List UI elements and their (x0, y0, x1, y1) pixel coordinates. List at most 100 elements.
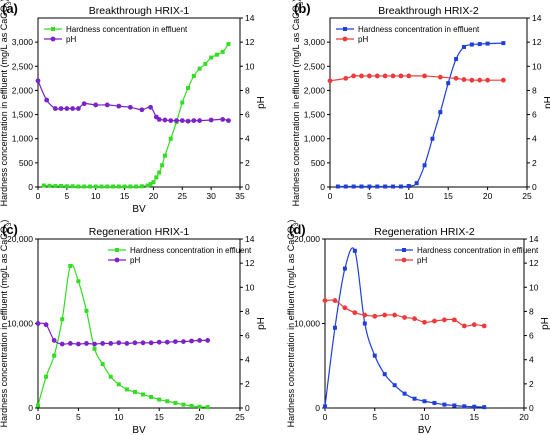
data-point (104, 102, 110, 108)
data-point (367, 184, 372, 189)
data-point (44, 97, 50, 103)
data-point (70, 184, 75, 189)
data-point (398, 184, 403, 189)
x-tick-label: 30 (206, 191, 216, 201)
data-point (132, 389, 137, 394)
legend-marker (114, 257, 120, 263)
data-point (181, 339, 186, 345)
data-point (108, 341, 114, 346)
data-point (168, 118, 174, 124)
y-right-tick-label: 2 (245, 379, 250, 389)
data-point (164, 339, 170, 345)
data-point (454, 57, 459, 62)
legend-marker (402, 248, 406, 252)
y-right-tick-label: 10 (532, 61, 542, 71)
data-point (149, 395, 154, 400)
data-point (382, 312, 388, 318)
y-left-tick-label: 10,000 (294, 319, 320, 329)
x-tick-label: 10 (420, 412, 430, 422)
data-point (180, 100, 185, 105)
series-line-2 (37, 80, 229, 122)
data-point (92, 341, 97, 347)
data-point (67, 341, 73, 346)
legend-label: Hardness concentration in effluent (66, 25, 188, 34)
data-point (179, 118, 185, 124)
y-right-tick-label: 8 (245, 306, 250, 316)
data-point (100, 341, 106, 346)
data-point (398, 73, 404, 79)
y-left-tick-label: 2,500 (304, 61, 326, 71)
data-point (76, 184, 81, 189)
y-right-tick-label: 0 (529, 403, 534, 413)
data-point (53, 184, 58, 189)
data-point (60, 317, 65, 322)
data-point (139, 107, 145, 113)
data-point (374, 73, 380, 79)
data-point (47, 183, 52, 188)
data-point (43, 322, 49, 328)
y-right-axis-label: pH (543, 96, 550, 109)
data-point (186, 86, 191, 91)
data-point (501, 41, 506, 46)
data-point (203, 61, 208, 66)
data-point (189, 403, 194, 408)
chart-panel-a: (a) Breakthrough HRIX-10 5 10 15 20 25 30 35BV05… (0, 0, 267, 215)
y-right-tick-label: 12 (529, 258, 539, 268)
data-point (372, 313, 378, 319)
data-point (414, 181, 419, 186)
data-point (41, 183, 46, 188)
data-point (342, 266, 347, 271)
x-axis-label: BV (418, 425, 432, 435)
legend-label: pH (130, 256, 140, 265)
y-right-tick-label: 4 (245, 355, 250, 365)
data-point (390, 73, 396, 79)
data-point (124, 387, 129, 392)
x-tick-label: 35 (235, 191, 245, 201)
data-point (116, 382, 121, 387)
data-point (402, 315, 407, 320)
x-tick-label: 0 (328, 191, 333, 201)
y-right-tick-label: 0 (532, 182, 537, 192)
y-left-tick-label: 0 (320, 182, 325, 192)
y-right-tick-label: 4 (245, 134, 250, 144)
legend-label: pH (66, 35, 76, 44)
data-point (162, 117, 168, 123)
legend-marker (342, 36, 348, 42)
y-left-tick-label: 20,000 (294, 234, 320, 244)
legend-marker (343, 27, 347, 31)
data-point (220, 117, 226, 122)
data-point (197, 338, 203, 343)
y-left-tick-label: 500 (311, 158, 325, 168)
data-point (151, 180, 156, 185)
y-right-tick-label: 14 (245, 13, 255, 23)
data-point (461, 323, 467, 329)
panel-label: (b) (294, 1, 311, 16)
data-point (485, 41, 490, 46)
data-point (189, 338, 194, 344)
data-point (36, 403, 40, 408)
data-point (412, 316, 417, 322)
data-point (352, 310, 358, 316)
data-point (132, 340, 138, 346)
data-point (422, 163, 427, 168)
data-point (226, 42, 231, 47)
x-tick-label: 25 (235, 412, 245, 422)
data-point (52, 106, 58, 111)
data-point (116, 184, 121, 189)
data-point (392, 312, 398, 318)
data-point (84, 308, 89, 313)
y-right-tick-label: 8 (529, 306, 534, 316)
x-tick-label: 0 (36, 191, 41, 201)
data-point (430, 136, 435, 141)
data-point (372, 353, 377, 358)
series-line-1 (337, 42, 504, 188)
data-point (352, 248, 357, 253)
data-point (70, 106, 76, 111)
y-right-tick-label: 12 (245, 258, 255, 268)
data-point (461, 44, 466, 49)
data-point (437, 74, 443, 80)
chart-panel-d: (d) Regeneration HRIX-20 5 10 15 20BV010,0002… (286, 220, 550, 435)
data-point (59, 341, 65, 347)
y-left-axis-label: Hardness concentration in effluent (mg/L… (291, 0, 305, 206)
data-point (406, 184, 411, 189)
